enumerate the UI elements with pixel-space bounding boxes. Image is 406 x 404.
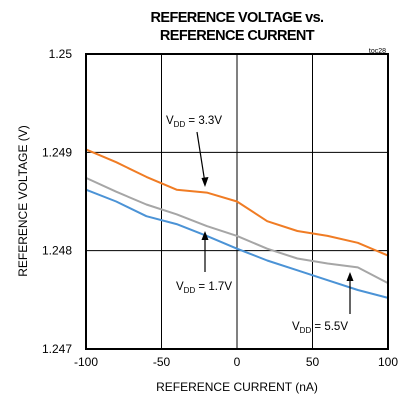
grid — [86, 54, 388, 349]
chart-title-line1: REFERENCE VOLTAGE vs. — [151, 10, 325, 26]
figure-id: toc28 — [369, 48, 386, 55]
y-tick-label: 1.248 — [42, 244, 72, 258]
x-axis-label: REFERENCE CURRENT (nA) — [156, 380, 318, 394]
y-axis-label: REFERENCE VOLTAGE (V) — [16, 125, 30, 277]
x-tick-label: -50 — [153, 355, 171, 369]
chart-title-line2: REFERENCE CURRENT — [160, 28, 315, 44]
annotation-vdd-5v5-label: VDD = 5.5V — [292, 321, 348, 335]
annotation-vdd-3v3-arrowhead — [201, 177, 209, 187]
x-tick-label: 50 — [306, 355, 320, 369]
annotation-vdd-3v3: VDD = 3.3V — [166, 115, 222, 187]
x-tick-label: -100 — [74, 355, 98, 369]
annotation-vdd-1v7-label: VDD = 1.7V — [176, 281, 232, 295]
series-line-2 — [85, 176, 389, 284]
annotation-vdd-1v7-arrowhead — [201, 231, 209, 240]
annotation-vdd-1v7: VDD = 1.7V — [176, 231, 232, 295]
annotation-vdd-5v5: VDD = 5.5V — [292, 272, 354, 335]
x-tick-label: 0 — [234, 355, 241, 369]
annotation-vdd-5v5-arrowhead — [346, 272, 354, 281]
x-tick-label: 100 — [378, 355, 398, 369]
y-tick-label: 1.249 — [42, 145, 72, 159]
y-tick-label: 1.25 — [49, 47, 73, 61]
annotation-vdd-3v3-label: VDD = 3.3V — [166, 115, 222, 129]
tick-labels: -100 -50 0 50 100 1.247 1.248 1.249 1.25 — [42, 47, 398, 369]
annotation-vdd-3v3-arrow — [196, 131, 206, 184]
series-lines — [85, 148, 389, 299]
series-line-0 — [85, 148, 389, 257]
plot-frame — [85, 53, 389, 350]
y-tick-label: 1.247 — [42, 342, 72, 356]
series-line-1 — [85, 188, 389, 299]
